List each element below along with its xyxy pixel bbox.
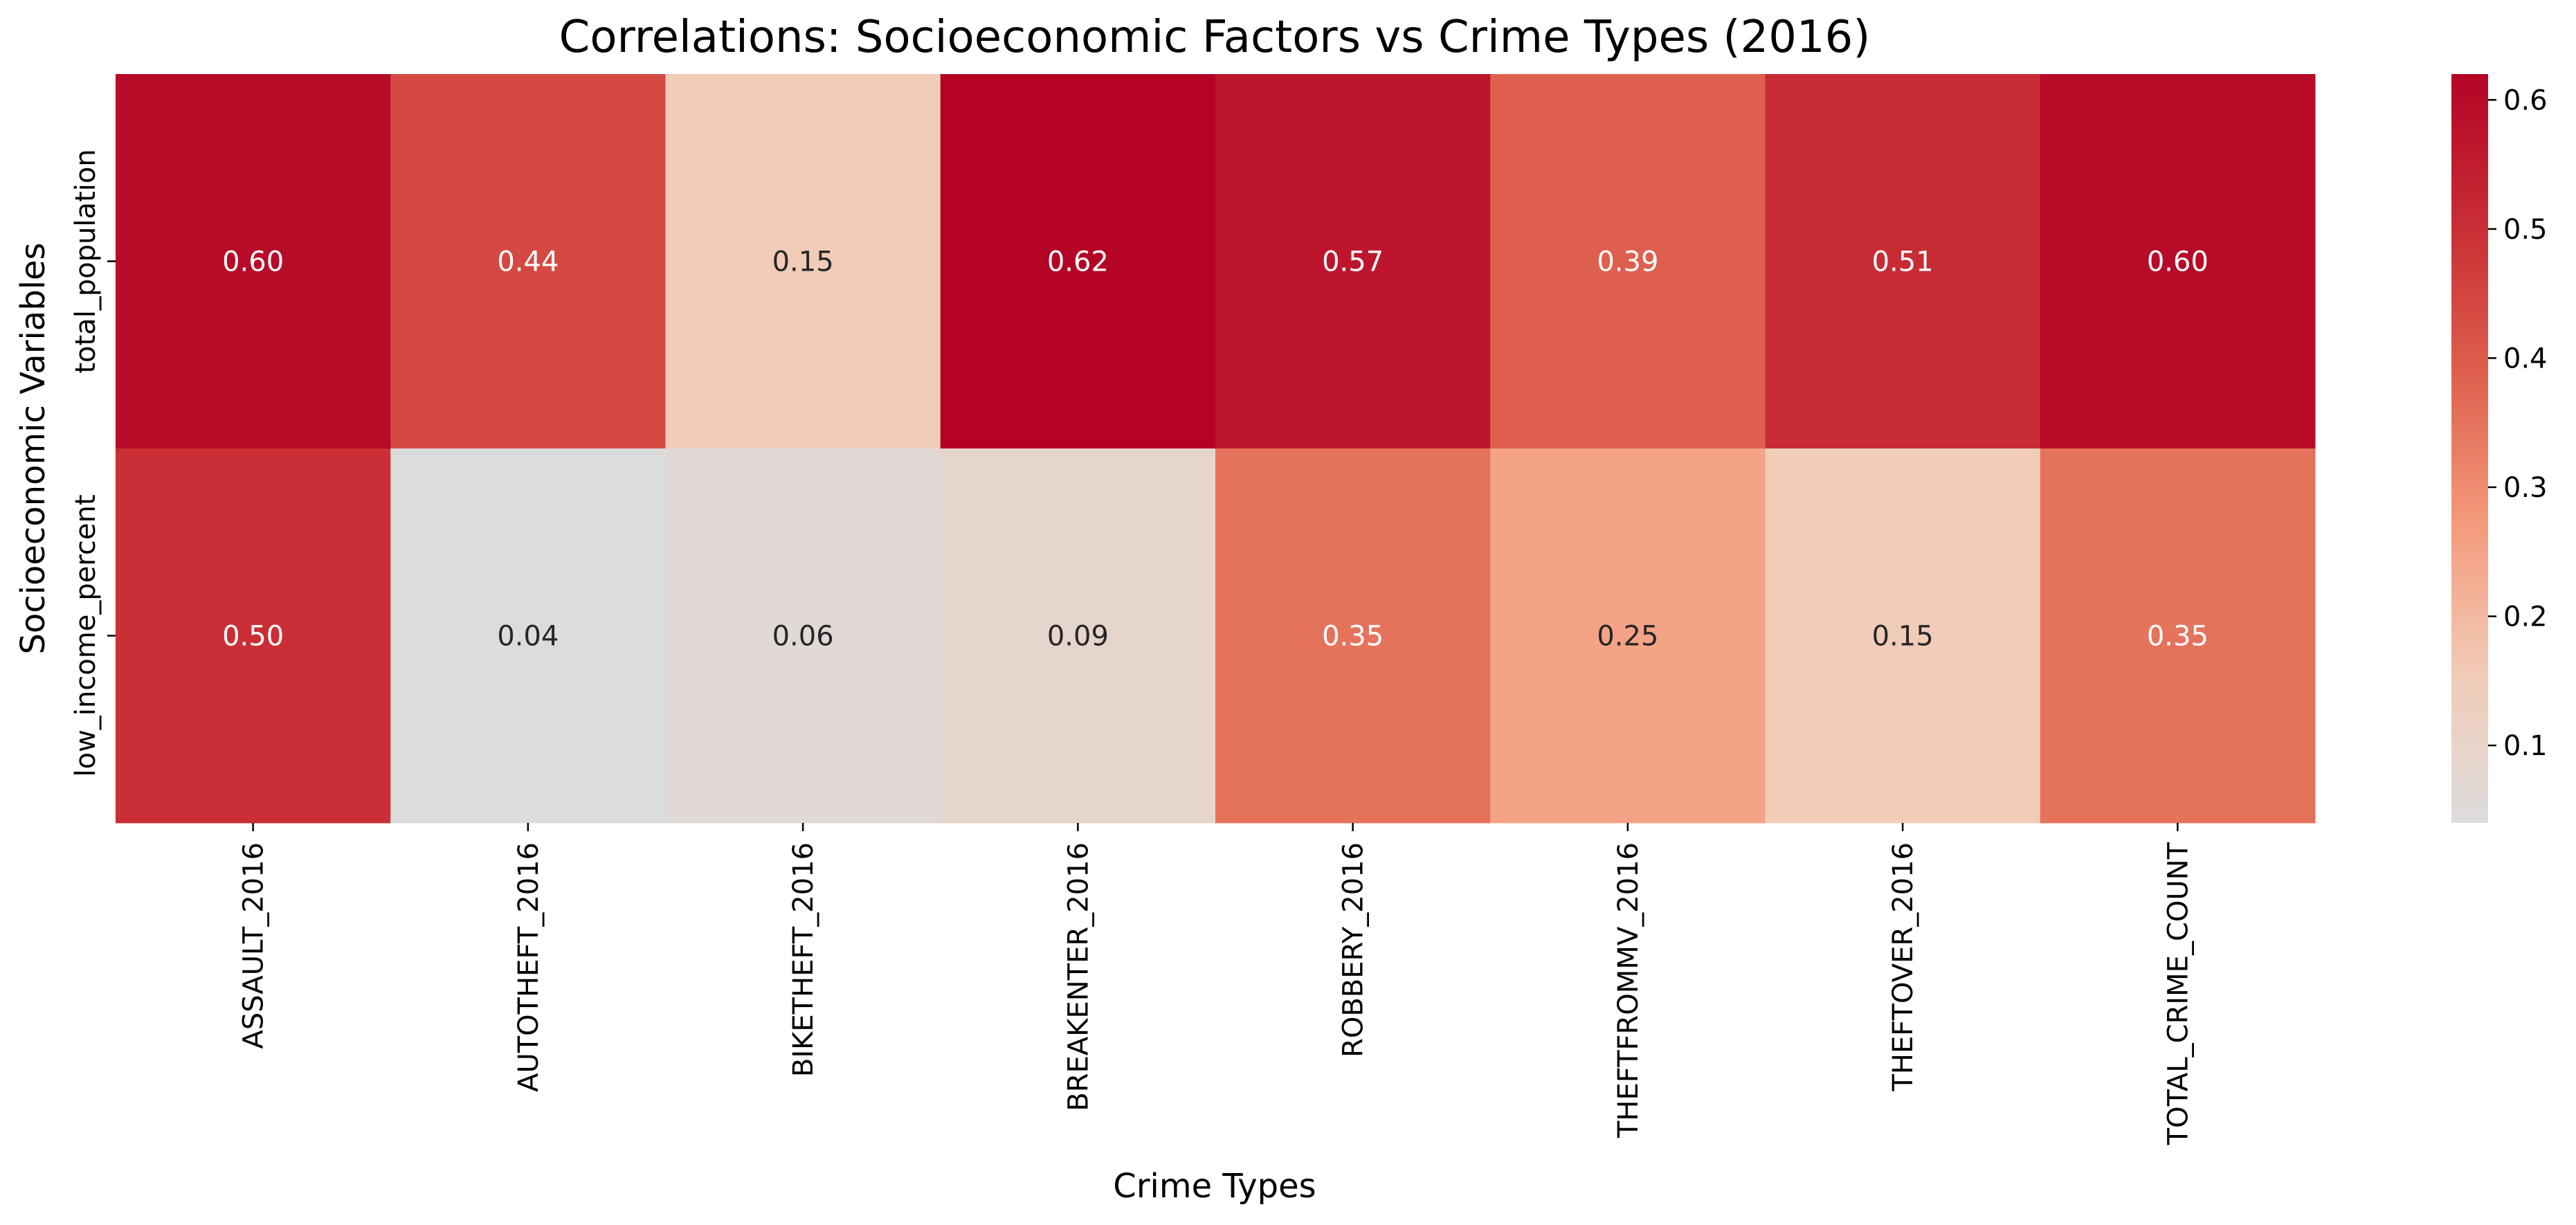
heatmap-cell (116, 448, 391, 824)
x-tick-label: ASSAULT_2016 (238, 842, 270, 1049)
x-tick-label: ROBBERY_2016 (1338, 842, 1370, 1058)
cell-value-label: 0.60 (2147, 246, 2208, 278)
colorbar-tick-label: 0.6 (2503, 84, 2548, 116)
x-axis-ticks: ASSAULT_2016 AUTOTHEFT_2016 BIKETHEFT_2016… (238, 823, 2194, 1145)
heatmap-cell (940, 448, 1216, 824)
cell-value-label: 0.51 (1872, 246, 1934, 278)
heatmap-cell (1765, 74, 2041, 449)
y-tick-label: total_population (70, 149, 102, 373)
heatmap-cell (2040, 74, 2316, 449)
heatmap-cell (1215, 448, 1491, 824)
colorbar-tick-label: 0.2 (2503, 601, 2548, 633)
cell-value-label: 0.15 (1872, 621, 1934, 653)
cell-value-label: 0.04 (497, 621, 559, 653)
cell-value-label: 0.15 (772, 246, 834, 278)
colorbar-tick-label: 0.3 (2503, 472, 2548, 504)
cell-value-label: 0.09 (1047, 621, 1109, 653)
cell-value-label: 0.44 (497, 246, 559, 278)
colorbar-tick-label: 0.1 (2503, 730, 2548, 762)
chart-title: Correlations: Socioeconomic Factors vs C… (559, 12, 1871, 63)
cell-value-label: 0.06 (772, 621, 834, 653)
cell-value-label: 0.35 (1322, 621, 1384, 653)
x-tick-label: AUTOTHEFT_2016 (513, 842, 545, 1092)
cell-value-label: 0.57 (1322, 246, 1384, 278)
cell-value-label: 0.25 (1597, 621, 1658, 653)
x-tick-label: THEFTFROMMV_2016 (1613, 842, 1644, 1138)
heatmap-cell (1215, 74, 1491, 449)
colorbar-tick-label: 0.4 (2503, 343, 2548, 374)
cell-value-label: 0.35 (2147, 621, 2208, 653)
heatmap-cell (665, 448, 941, 824)
x-tick-label: TOTAL_CRIME_COUNT (2162, 842, 2194, 1145)
y-axis-label: Socioeconomic Variables (14, 242, 53, 654)
colorbar-ticks: 0.1 0.2 0.3 0.4 0.5 0.6 (2488, 84, 2548, 762)
cell-value-label: 0.60 (222, 246, 284, 278)
cell-value-label: 0.39 (1597, 246, 1658, 278)
heatmap-cells: 0.60 0.44 0.15 0.62 0.57 0.39 0.51 0.60 0.50 0.04… (116, 74, 2316, 824)
y-tick-label: low_income_percent (70, 494, 102, 777)
cell-value-label: 0.62 (1047, 246, 1109, 278)
y-axis-ticks: total_population low_income_percent (70, 149, 116, 777)
x-axis-label: Crime Types (1113, 1167, 1316, 1206)
heatmap-cell (116, 74, 391, 449)
cell-value-label: 0.50 (222, 621, 284, 653)
heatmap-cell (390, 448, 666, 824)
heatmap-cell (1490, 74, 1766, 449)
colorbar-tick-label: 0.5 (2503, 214, 2548, 246)
heatmap-cell (1765, 448, 2041, 824)
x-tick-label: BREAKENTER_2016 (1062, 842, 1094, 1111)
heatmap-cell (665, 74, 941, 449)
x-tick-label: BIKETHEFT_2016 (788, 842, 819, 1077)
heatmap-cell (2040, 448, 2316, 824)
heatmap-cell (940, 74, 1216, 449)
x-tick-label: THEFTOVER_2016 (1887, 842, 1919, 1092)
colorbar (2451, 74, 2488, 823)
heatmap-cell (1490, 448, 1766, 824)
heatmap-cell (390, 74, 666, 449)
